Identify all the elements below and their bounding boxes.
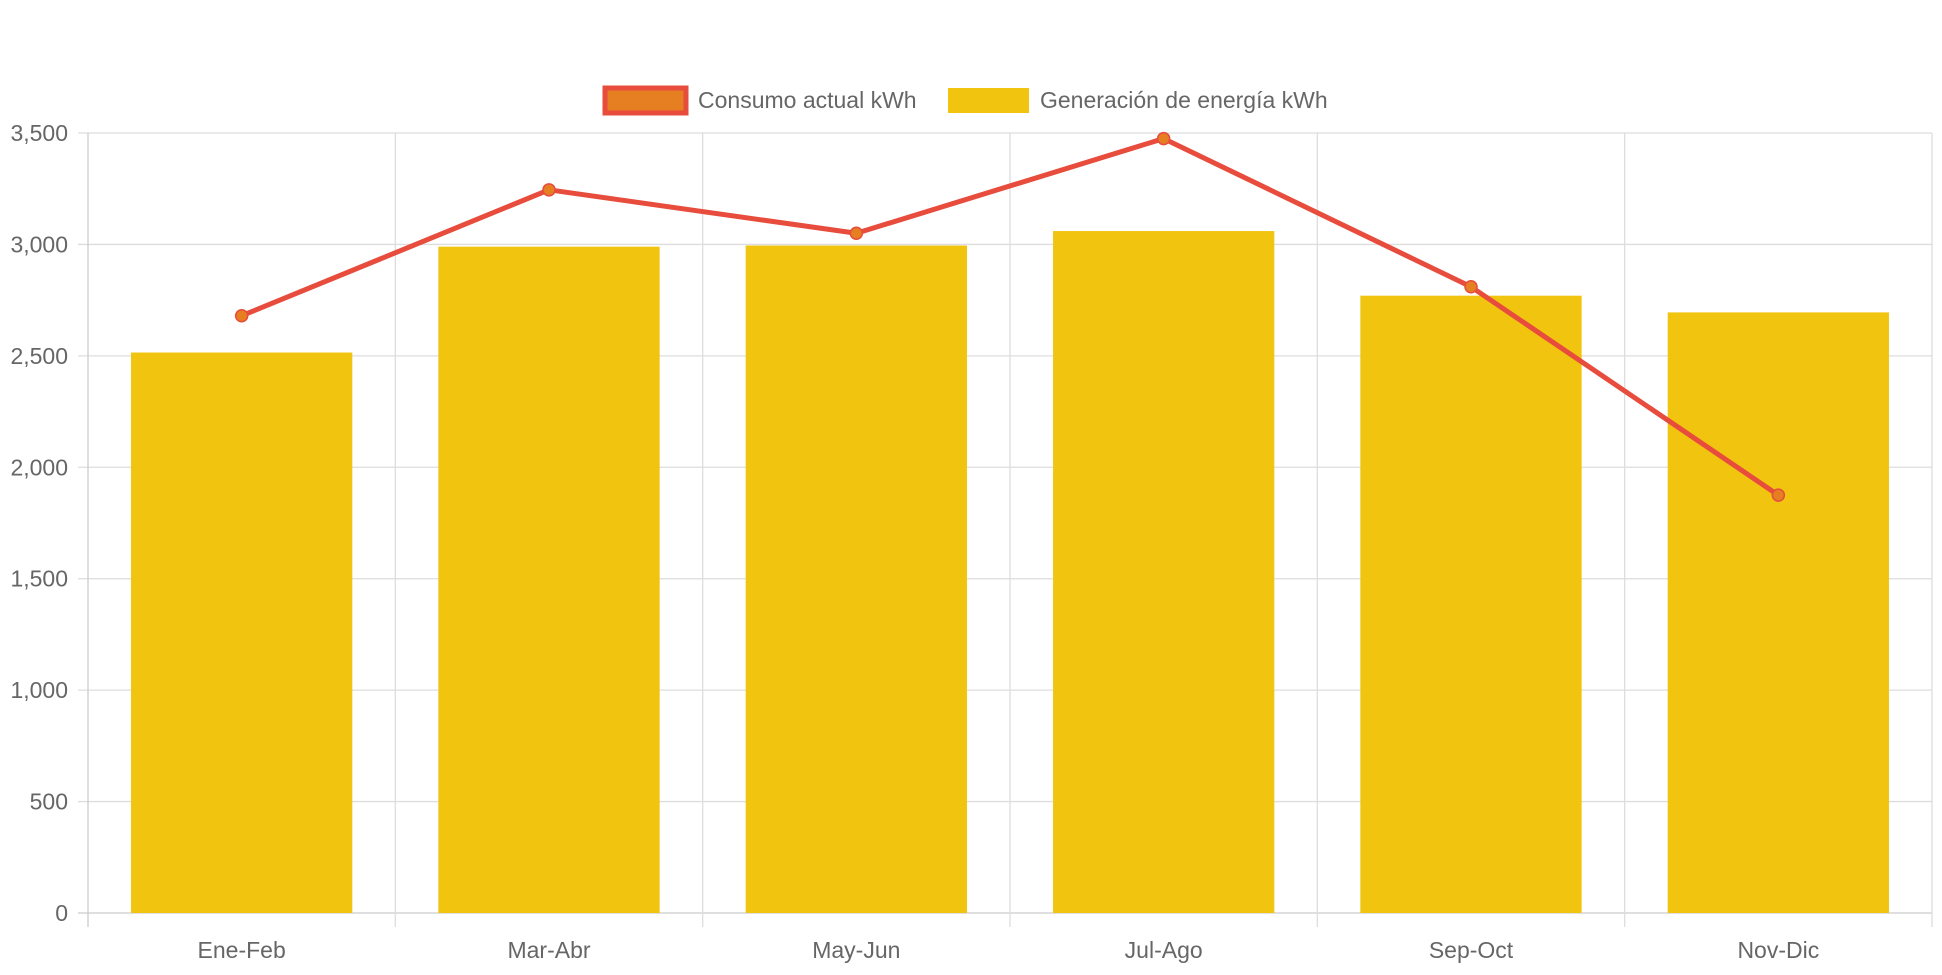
bar-generacion-jul-ago[interactable] — [1053, 231, 1275, 914]
x-tick-label: Jul-Ago — [1125, 937, 1203, 963]
bar-generacion-mar-abr[interactable] — [438, 246, 660, 913]
y-tick-label: 0 — [55, 900, 68, 926]
point-consumo-jul-ago[interactable] — [1156, 131, 1171, 146]
bar-generacion-may-jun[interactable] — [745, 245, 967, 914]
x-tick-label: Sep-Oct — [1429, 937, 1514, 963]
y-tick-label: 3,000 — [10, 231, 68, 257]
point-consumo-mar-abr[interactable] — [542, 183, 556, 197]
point-consumo-nov-dic[interactable] — [1771, 488, 1786, 502]
y-tick-label: 2,000 — [10, 454, 68, 480]
x-tick-label: Ene-Feb — [198, 937, 286, 963]
y-tick-label: 2,500 — [10, 343, 68, 369]
y-tick-label: 1,500 — [10, 566, 68, 592]
axes-layer: 0 500 1,000 1,500 2,000 2,500 3,000 3,500 Ene-Fe… — [10, 120, 1819, 963]
point-consumo-ene-feb[interactable] — [234, 308, 249, 323]
y-tick-label: 1,000 — [10, 677, 68, 703]
bar-generacion-sep-oct[interactable] — [1360, 295, 1582, 914]
line-consumo — [240, 136, 1780, 498]
legend-label-consumo[interactable]: Consumo actual kWh — [698, 87, 917, 113]
y-tick-label: 500 — [30, 789, 68, 815]
legend-swatch-consumo[interactable] — [602, 85, 689, 116]
legend-label-generacion[interactable]: Generación de energía kWh — [1040, 87, 1328, 113]
bar-generacion-ene-feb[interactable] — [131, 352, 353, 913]
grid-layer — [78, 132, 1933, 927]
y-tick-label: 3,500 — [10, 120, 68, 146]
bars-layer — [131, 231, 1889, 914]
point-consumo-sep-oct[interactable] — [1464, 280, 1478, 294]
line-layer — [234, 131, 1786, 502]
x-tick-label: May-Jun — [812, 937, 900, 963]
point-consumo-may-jun[interactable] — [849, 226, 864, 241]
bar-generacion-nov-dic[interactable] — [1667, 312, 1889, 913]
legend-swatch-generacion[interactable] — [948, 88, 1029, 113]
x-tick-label: Nov-Dic — [1737, 937, 1819, 963]
legend[interactable]: Consumo actual kWh Generación de energía … — [602, 85, 1328, 116]
x-tick-label: Mar-Abr — [507, 937, 590, 963]
